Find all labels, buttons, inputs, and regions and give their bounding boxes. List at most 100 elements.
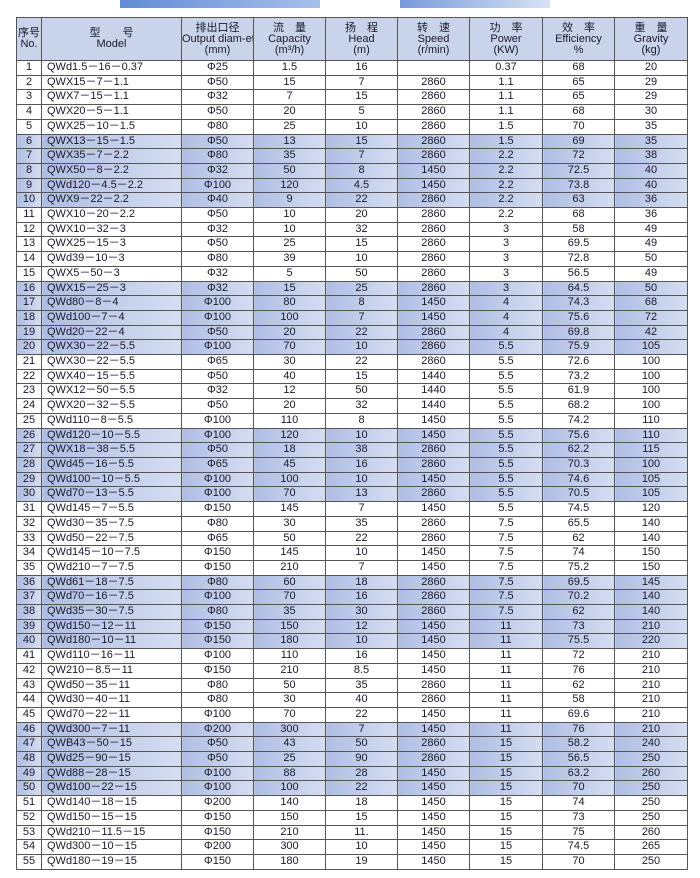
table-row: 35 QWd210－7－7.5 Φ150 210 7 1450 7.5 75.2 150 — [16, 559, 688, 576]
cell-gravity: 42 — [614, 324, 688, 341]
cell-output-diameter: Φ80 — [181, 692, 254, 708]
header-power: 功 率 Power (KW) — [469, 17, 543, 61]
cell-head: 13 — [325, 486, 398, 503]
cell-model: QWX40－15－5.5 — [41, 368, 182, 385]
cell-power: 5.5 — [469, 412, 543, 429]
cell-no: 51 — [16, 795, 42, 811]
cell-efficiency: 69 — [542, 133, 615, 150]
cell-capacity: 150 — [253, 809, 326, 826]
cell-efficiency: 72.6 — [542, 354, 615, 370]
table-row: 14 QWd39－10－3 Φ80 39 10 2860 3 72.8 50 — [16, 251, 688, 267]
cell-model: QWX20－5－1.1 — [41, 104, 182, 120]
cell-capacity: 15 — [253, 74, 326, 91]
cell-speed: 1450 — [397, 545, 470, 561]
cell-capacity: 5 — [253, 265, 326, 282]
cell-efficiency: 72 — [542, 148, 615, 164]
cell-power: 5.5 — [469, 471, 543, 488]
cell-efficiency: 70 — [542, 780, 615, 797]
cell-model: QWd70－22－11 — [41, 706, 182, 723]
table-row: 29 QWd100－10－5.5 Φ100 100 10 1450 5.5 74.6 105 — [16, 471, 688, 488]
cell-power: 3 — [469, 236, 543, 253]
cell-power: 5.5 — [469, 486, 543, 503]
cell-gravity: 115 — [614, 442, 688, 458]
cell-no: 2 — [16, 74, 42, 91]
cell-capacity: 120 — [253, 427, 326, 444]
cell-gravity: 140 — [614, 530, 688, 547]
cell-head: 16 — [325, 456, 398, 473]
table-row: 7 QWX35－7－2.2 Φ80 35 7 2860 2.2 72 38 — [16, 148, 688, 164]
cell-gravity: 29 — [614, 89, 688, 106]
table-row: 20 QWX30－22－5.5 Φ100 70 10 2860 5.5 75.9 105 — [16, 339, 688, 356]
table-row: 2 QWX15－7－1.1 Φ50 15 7 2860 1.1 65 29 — [16, 74, 688, 91]
cell-speed: 1450 — [397, 780, 470, 797]
table-row: 43 QWd50－35－11 Φ80 50 35 2860 11 62 210 — [16, 677, 688, 694]
cell-model: QWd110－8－5.5 — [41, 412, 182, 429]
cell-speed: 2860 — [397, 148, 470, 164]
cell-output-diameter: Φ50 — [181, 736, 254, 753]
cell-output-diameter: Φ100 — [181, 765, 254, 782]
cell-efficiency: 70 — [542, 118, 615, 135]
cell-speed — [397, 60, 470, 76]
cell-no: 12 — [16, 221, 42, 238]
cell-speed: 1440 — [397, 368, 470, 385]
cell-speed: 2860 — [397, 604, 470, 620]
cell-efficiency: 76 — [542, 662, 615, 679]
cell-efficiency: 69.6 — [542, 706, 615, 723]
cell-head: 5 — [325, 104, 398, 120]
cell-speed: 1450 — [397, 633, 470, 650]
cell-head: 7 — [325, 309, 398, 326]
cell-power: 3 — [469, 265, 543, 282]
cell-power: 15 — [469, 751, 543, 767]
header-capacity-cn: 流 量 — [273, 21, 306, 34]
cell-no: 48 — [16, 751, 42, 767]
cell-capacity: 13 — [253, 133, 326, 150]
cell-speed: 1450 — [397, 824, 470, 841]
cell-output-diameter: Φ40 — [181, 192, 254, 209]
cell-speed: 1450 — [397, 706, 470, 723]
cell-head: 15 — [325, 809, 398, 826]
cell-output-diameter: Φ25 — [181, 60, 254, 76]
cell-no: 8 — [16, 162, 42, 179]
table-row: 32 QWd30－35－7.5 Φ80 30 35 2860 7.5 65.5 140 — [16, 515, 688, 532]
header-efficiency: 效 率 Efficiency% — [542, 17, 615, 61]
header-capacity-unit: (m³/h) — [274, 43, 305, 56]
cell-no: 53 — [16, 824, 42, 841]
cell-speed: 1450 — [397, 721, 470, 738]
cell-speed: 1440 — [397, 383, 470, 400]
cell-model: QWd1.5－16－0.37 — [41, 60, 182, 76]
cell-model: QWX12－50－5.5 — [41, 383, 182, 400]
cell-no: 39 — [16, 618, 42, 635]
cell-head: 35 — [325, 677, 398, 694]
table-row: 54 QWd300－10－15 Φ200 300 10 1450 15 74.5 265 — [16, 839, 688, 855]
cell-efficiency: 65.5 — [542, 515, 615, 532]
cell-model: QWd100－7－4 — [41, 309, 182, 326]
cell-power: 11 — [469, 648, 543, 664]
table-row: 23 QWX12－50－5.5 Φ32 12 50 1440 5.5 61.9 100 — [16, 383, 688, 400]
cell-capacity: 18 — [253, 442, 326, 458]
cell-power: 7.5 — [469, 574, 543, 591]
table-row: 22 QWX40－15－5.5 Φ50 40 15 1440 5.5 73.2 100 — [16, 368, 688, 385]
cell-efficiency: 61.9 — [542, 383, 615, 400]
cell-power: 15 — [469, 853, 543, 870]
cell-gravity: 210 — [614, 662, 688, 679]
cell-output-diameter: Φ80 — [181, 677, 254, 694]
cell-head: 30 — [325, 604, 398, 620]
cell-output-diameter: Φ100 — [181, 486, 254, 503]
cell-output-diameter: Φ32 — [181, 89, 254, 106]
cell-power: 5.5 — [469, 339, 543, 356]
table-row: 6 QWX13－15－1.5 Φ50 13 15 2860 1.5 69 35 — [16, 133, 688, 150]
cell-no: 21 — [16, 354, 42, 370]
cell-power: 7.5 — [469, 545, 543, 561]
cell-no: 14 — [16, 251, 42, 267]
cell-efficiency: 73.2 — [542, 368, 615, 385]
table-row: 49 QWd88－28－15 Φ100 88 28 1450 15 63.2 260 — [16, 765, 688, 782]
cell-power: 3 — [469, 280, 543, 297]
cell-no: 32 — [16, 515, 42, 532]
cell-model: QWX35－7－2.2 — [41, 148, 182, 164]
header-speed-cn: 转 速 — [417, 21, 450, 34]
cell-gravity: 105 — [614, 486, 688, 503]
cell-gravity: 20 — [614, 60, 688, 76]
cell-efficiency: 68 — [542, 104, 615, 120]
cell-output-diameter: Φ150 — [181, 662, 254, 679]
cell-speed: 2860 — [397, 236, 470, 253]
